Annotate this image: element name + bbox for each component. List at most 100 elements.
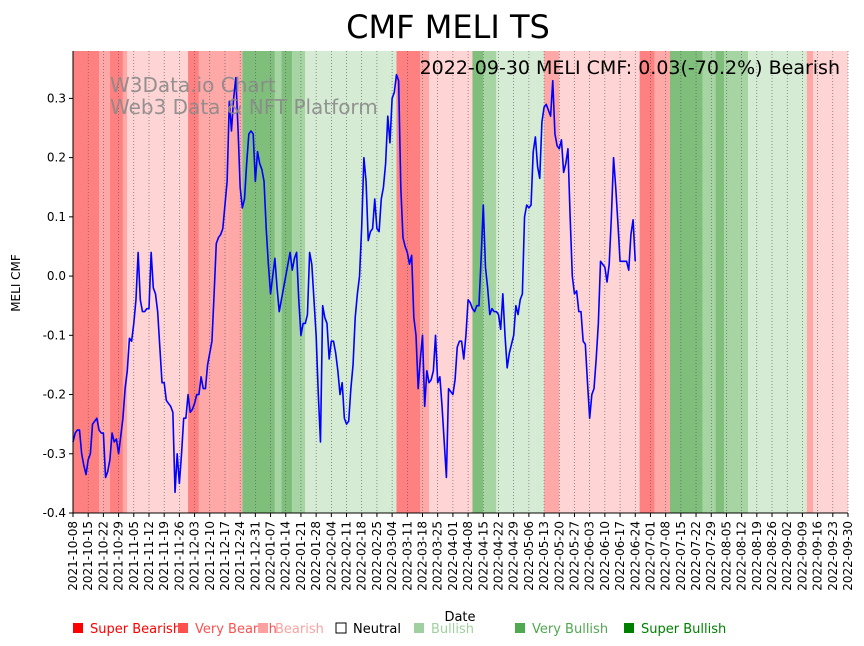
x-tick-label: 2022-06-17 xyxy=(613,521,627,591)
y-tick-label: 0.2 xyxy=(47,151,66,165)
y-tick-label: 0.3 xyxy=(47,91,66,105)
legend-label: Super Bullish xyxy=(641,622,726,637)
x-tick-label: 2022-07-01 xyxy=(643,521,657,591)
legend-swatch xyxy=(73,623,83,633)
x-tick-label: 2021-10-15 xyxy=(81,521,95,591)
x-tick-label: 2021-10-08 xyxy=(66,521,80,591)
x-tick-label: 2022-04-15 xyxy=(476,521,490,591)
x-tick-label: 2022-03-18 xyxy=(416,521,430,591)
x-axis-label: Date xyxy=(444,610,475,625)
regime-band xyxy=(99,51,110,513)
axes xyxy=(72,51,848,514)
regime-band xyxy=(227,51,243,513)
x-tick-label: 2022-08-26 xyxy=(765,521,779,591)
regime-band xyxy=(483,51,497,513)
legend-label: Neutral xyxy=(353,622,401,637)
regime-band xyxy=(122,51,128,513)
watermark-line-2: Web3 Data & NFT Platform xyxy=(110,95,378,119)
regime-band xyxy=(654,51,670,513)
watermark-line-1: W3Data.io Chart xyxy=(110,73,276,97)
regime-bands xyxy=(73,51,848,513)
legend-swatch xyxy=(624,623,634,633)
x-tick-label: 2022-06-24 xyxy=(628,521,642,591)
y-tick-label: -0.2 xyxy=(43,388,66,402)
x-tick-label: 2022-01-21 xyxy=(294,521,308,591)
x-tick-label: 2022-03-11 xyxy=(400,521,414,591)
x-tick-label: 2022-07-08 xyxy=(659,521,673,591)
x-tick-label: 2021-11-12 xyxy=(142,521,156,591)
regime-band xyxy=(109,51,123,513)
x-tick-label: 2022-08-12 xyxy=(735,521,749,591)
regime-band xyxy=(281,51,293,513)
x-tick-label: 2022-09-02 xyxy=(780,521,794,591)
regime-band xyxy=(305,51,397,513)
regime-band xyxy=(420,51,430,513)
x-tick-label: 2022-09-09 xyxy=(795,521,809,591)
y-tick-label: -0.3 xyxy=(43,447,66,461)
legend-label: Very Bearish xyxy=(195,622,277,637)
x-tick-label: 2022-03-25 xyxy=(431,521,445,591)
x-tick-label: 2022-07-15 xyxy=(674,521,688,591)
x-tick-label: 2022-01-14 xyxy=(279,521,293,591)
annotation-text: 2022-09-30 MELI CMF: 0.03(-70.2%) Bearis… xyxy=(420,57,840,79)
x-tick-label: 2021-12-10 xyxy=(203,521,217,591)
regime-band xyxy=(496,51,536,513)
x-tick-label: 2022-03-04 xyxy=(385,521,399,591)
x-tick-label: 2021-11-19 xyxy=(157,521,171,591)
x-tick-label: 2022-06-10 xyxy=(598,521,612,591)
y-axis-label: MELI CMF xyxy=(9,254,23,312)
x-tick-label: 2022-06-03 xyxy=(583,521,597,591)
regime-band xyxy=(292,51,306,513)
regime-band xyxy=(535,51,545,513)
regime-band xyxy=(472,51,484,513)
legend-label: Very Bullish xyxy=(532,622,608,637)
regime-band xyxy=(724,51,749,513)
x-tick-label: 2022-02-11 xyxy=(340,521,354,591)
regime-band xyxy=(198,51,228,513)
x-tick-label: 2022-09-23 xyxy=(826,521,840,591)
regime-band xyxy=(274,51,282,513)
x-tick-label: 2022-02-18 xyxy=(355,521,369,591)
x-tick-label: 2021-12-24 xyxy=(233,521,247,591)
legend-label: Bearish xyxy=(275,622,324,637)
x-tick-label: 2022-05-06 xyxy=(522,521,536,591)
y-tick-label: -0.1 xyxy=(43,328,66,342)
x-tick-label: 2022-02-25 xyxy=(370,521,384,591)
x-tick-label: 2022-01-28 xyxy=(309,521,323,591)
regime-band xyxy=(188,51,199,513)
regime-band xyxy=(813,51,848,513)
cmf-line-layer xyxy=(72,73,637,494)
x-tick-label: 2021-12-31 xyxy=(248,521,262,591)
x-tick-label: 2022-05-27 xyxy=(567,521,581,591)
x-axis-ticks: 2021-10-08 2021-10-15 2021-10-22 2021-10-29… xyxy=(66,513,855,591)
x-tick-label: 2022-04-01 xyxy=(446,521,460,591)
x-tick-label: 2022-04-08 xyxy=(461,521,475,591)
legend-swatch xyxy=(258,623,268,633)
chart-title: CMF MELI TS xyxy=(346,8,550,46)
y-axis-ticks: -0.4 -0.3 -0.2 -0.1 0.0 0.1 0.2 0.3 xyxy=(43,91,73,520)
regime-band xyxy=(73,51,100,513)
x-tick-label: 2022-05-13 xyxy=(537,521,551,591)
legend-label: Super Bearish xyxy=(90,622,181,637)
regime-band xyxy=(429,51,473,513)
x-tick-label: 2022-07-22 xyxy=(689,521,703,591)
regime-band xyxy=(544,51,560,513)
regime-band xyxy=(715,51,725,513)
legend-label: Bullish xyxy=(431,622,474,637)
cmf-series-line xyxy=(72,73,637,494)
x-tick-label: 2022-08-19 xyxy=(750,521,764,591)
x-tick-label: 2022-02-04 xyxy=(324,521,338,591)
y-tick-label: -0.4 xyxy=(43,506,66,520)
x-tick-label: 2022-01-07 xyxy=(264,521,278,591)
x-tick-label: 2021-12-03 xyxy=(188,521,202,591)
regime-band xyxy=(559,51,571,513)
x-tick-label: 2022-04-29 xyxy=(507,521,521,591)
x-tick-label: 2022-09-16 xyxy=(811,521,825,591)
x-tick-label: 2021-11-26 xyxy=(172,521,186,591)
x-tick-label: 2021-10-29 xyxy=(112,521,126,591)
legend-swatch xyxy=(515,623,525,633)
regime-band xyxy=(396,51,421,513)
legend-swatch xyxy=(178,623,188,633)
